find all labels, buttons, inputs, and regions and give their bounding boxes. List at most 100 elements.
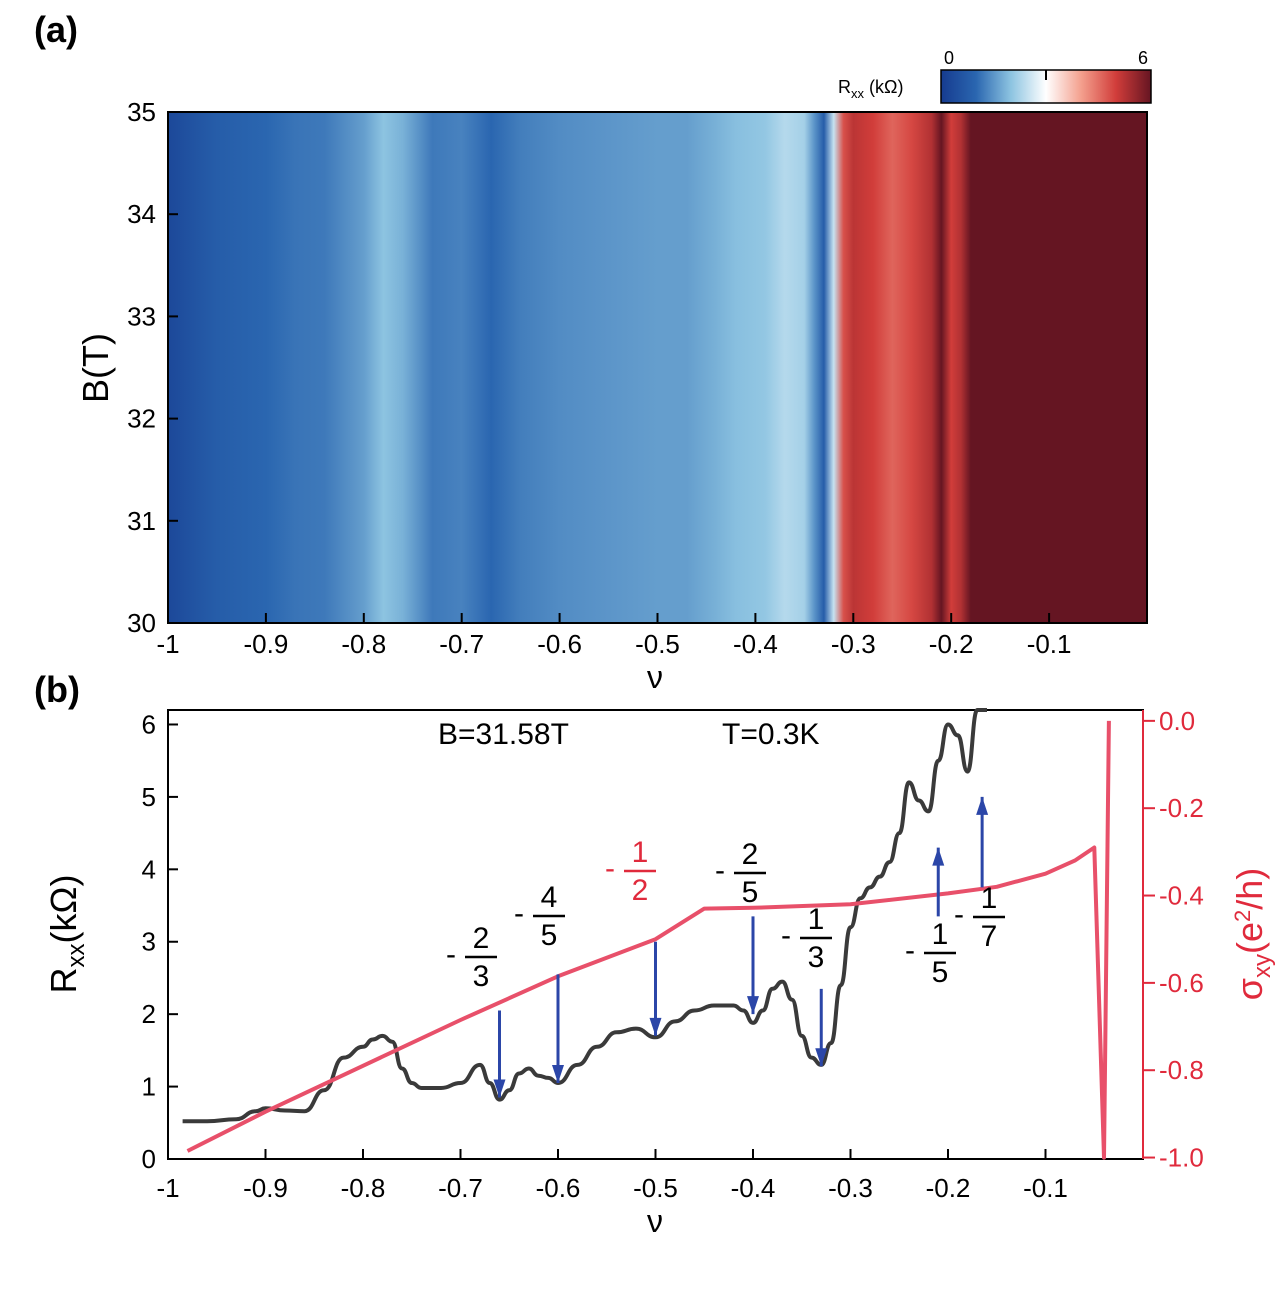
fraction-sign: - (781, 919, 791, 952)
fraction-annotations: -23- 45- 12- 25- 13-15- 17 (446, 796, 1005, 1098)
line-y2-tick-label: -0.4 (1159, 881, 1204, 911)
line-y2-tick-label: -0.2 (1159, 793, 1204, 823)
fraction-label: -1 2 (605, 836, 662, 1036)
line-y-tick-label: 6 (142, 709, 156, 739)
fraction-arrow-head (932, 847, 945, 866)
line-x-tick-label: -0.9 (243, 1173, 288, 1203)
heatmap-x-axis: -1 -0.9 -0.8 -0.7 -0.6 -0.5 -0.4 -0.3 -0.2 -0.1 (156, 613, 1072, 659)
line-x-tick-label: -0.3 (828, 1173, 873, 1203)
line-x-tick-label: -0.2 (926, 1173, 971, 1203)
colorbar-label: Rxx (kΩ) (838, 77, 903, 101)
fraction-numerator: 2 (473, 922, 490, 955)
panel-b-label: (b) (34, 669, 80, 710)
heatmap-x-tick-label: -0.7 (439, 629, 484, 659)
sigma-xy-line (186, 720, 1111, 1160)
colorbar: Rxx (kΩ) 0 6 (838, 48, 1152, 104)
heatmap-y-tick-label: 31 (127, 506, 156, 536)
heatmap-y-label: B(T) (75, 333, 116, 403)
heatmap-y-tick-label: 30 (127, 608, 156, 638)
heatmap-plot: -1 -0.9 -0.8 -0.7 -0.6 -0.5 -0.4 -0.3 -0.2 -0.1 3… (75, 97, 1148, 695)
heatmap-x-tick-label: -0.8 (341, 629, 386, 659)
fraction-arrow-head (747, 996, 759, 1015)
line-plot: -1 -0.9 -0.8 -0.7 -0.6 -0.5 -0.4 -0.3 -0.2 -0.1 0… (43, 706, 1276, 1239)
line-y-tick-label: 4 (142, 854, 156, 884)
fraction-denominator: 2 (632, 874, 649, 907)
fraction-denominator: 5 (932, 956, 949, 989)
fraction-numerator: 1 (981, 882, 998, 915)
line-x-tick-label: -0.7 (438, 1173, 483, 1203)
heatmap-x-tick-label: -1 (156, 629, 179, 659)
fraction-label: -2 3 (446, 922, 506, 1098)
line-x-tick-label: -0.5 (633, 1173, 678, 1203)
annotation-temperature: T=0.3K (722, 718, 820, 751)
line-series-group (182, 708, 1111, 1160)
line-plot-right-label: σxy(e2/h) (1229, 868, 1276, 1001)
colorbar-max-label: 6 (1138, 48, 1148, 68)
line-plot-x-label: ν (647, 1203, 663, 1239)
heatmap-x-tick-label: -0.6 (537, 629, 582, 659)
line-plot-right-axis: -1.0 -0.8 -0.6 -0.4 -0.2 0.0 (1143, 706, 1204, 1173)
fraction-denominator: 7 (981, 920, 998, 953)
fraction-denominator: 5 (541, 919, 558, 952)
line-x-tick-label: -0.8 (341, 1173, 386, 1203)
heatmap-x-tick-label: -0.4 (733, 629, 778, 659)
fraction-label: -1 5 (905, 847, 956, 989)
line-y-tick-label: 1 (142, 1072, 156, 1102)
heatmap-y-tick-label: 35 (127, 97, 156, 127)
fraction-numerator: 1 (808, 903, 825, 936)
fraction-arrow-head (493, 1079, 506, 1098)
line-plot-left-label: Rxx(kΩ) (43, 875, 90, 994)
line-x-tick-label: -1 (156, 1173, 179, 1203)
line-x-tick-label: -0.1 (1023, 1173, 1068, 1203)
annotation-field: B=31.58T (438, 718, 569, 751)
line-y-tick-label: 3 (142, 927, 156, 957)
line-y2-tick-label: -1.0 (1159, 1143, 1204, 1173)
fraction-label: -4 5 (514, 881, 565, 1083)
fraction-arrow-head (552, 1064, 564, 1083)
line-y2-tick-label: -0.6 (1159, 968, 1204, 998)
line-plot-x-axis: -1 -0.9 -0.8 -0.7 -0.6 -0.5 -0.4 -0.3 -0.2 -0.1 (156, 1149, 1068, 1203)
fraction-sign: - (954, 898, 964, 931)
line-y-tick-label: 2 (142, 999, 156, 1029)
heatmap-x-tick-label: -0.3 (831, 629, 876, 659)
heatmap-y-tick-label: 32 (127, 404, 156, 434)
line-y-tick-label: 0 (142, 1144, 156, 1174)
heatmap-x-tick-label: -0.9 (243, 629, 288, 659)
colorbar-min-label: 0 (944, 48, 954, 68)
heatmap-x-tick-label: -0.1 (1027, 629, 1072, 659)
fraction-denominator: 3 (473, 960, 490, 993)
heatmap-x-label: ν (647, 659, 663, 695)
heatmap-y-tick-label: 33 (127, 301, 156, 331)
fraction-arrow-head (649, 1017, 662, 1036)
fraction-label: -2 5 (715, 838, 766, 1015)
fraction-denominator: 3 (808, 941, 825, 974)
heatmap-x-tick-label: -0.5 (635, 629, 680, 659)
fraction-sign: - (905, 934, 915, 967)
line-y2-tick-label: 0.0 (1159, 706, 1195, 736)
line-y-tick-label: 5 (142, 782, 156, 812)
rxx-line (182, 708, 987, 1124)
line-x-tick-label: -0.6 (536, 1173, 581, 1203)
heatmap-y-axis: 30 31 32 33 34 35 (127, 97, 178, 638)
heatmap-x-tick-label: -0.2 (929, 629, 974, 659)
fraction-sign: - (605, 852, 615, 885)
fraction-sign: - (715, 854, 725, 887)
line-y2-tick-label: -0.8 (1159, 1055, 1204, 1085)
fraction-label: -1 3 (781, 903, 832, 1067)
line-plot-left-axis: 0 1 2 3 4 5 6 (142, 709, 178, 1174)
heatmap-area (168, 112, 1147, 623)
fraction-numerator: 1 (632, 836, 649, 869)
fraction-sign: - (446, 938, 456, 971)
fraction-denominator: 5 (742, 876, 759, 909)
fraction-numerator: 2 (742, 838, 759, 871)
fraction-numerator: 1 (932, 918, 949, 951)
panel-a-label: (a) (34, 9, 78, 50)
line-x-tick-label: -0.4 (731, 1173, 776, 1203)
heatmap-y-tick-label: 34 (127, 199, 156, 229)
fraction-arrow-head (815, 1048, 828, 1067)
fraction-sign: - (514, 897, 524, 930)
fraction-numerator: 4 (541, 881, 558, 914)
fraction-arrow-head (976, 796, 989, 815)
fraction-label: -1 7 (954, 796, 1005, 953)
